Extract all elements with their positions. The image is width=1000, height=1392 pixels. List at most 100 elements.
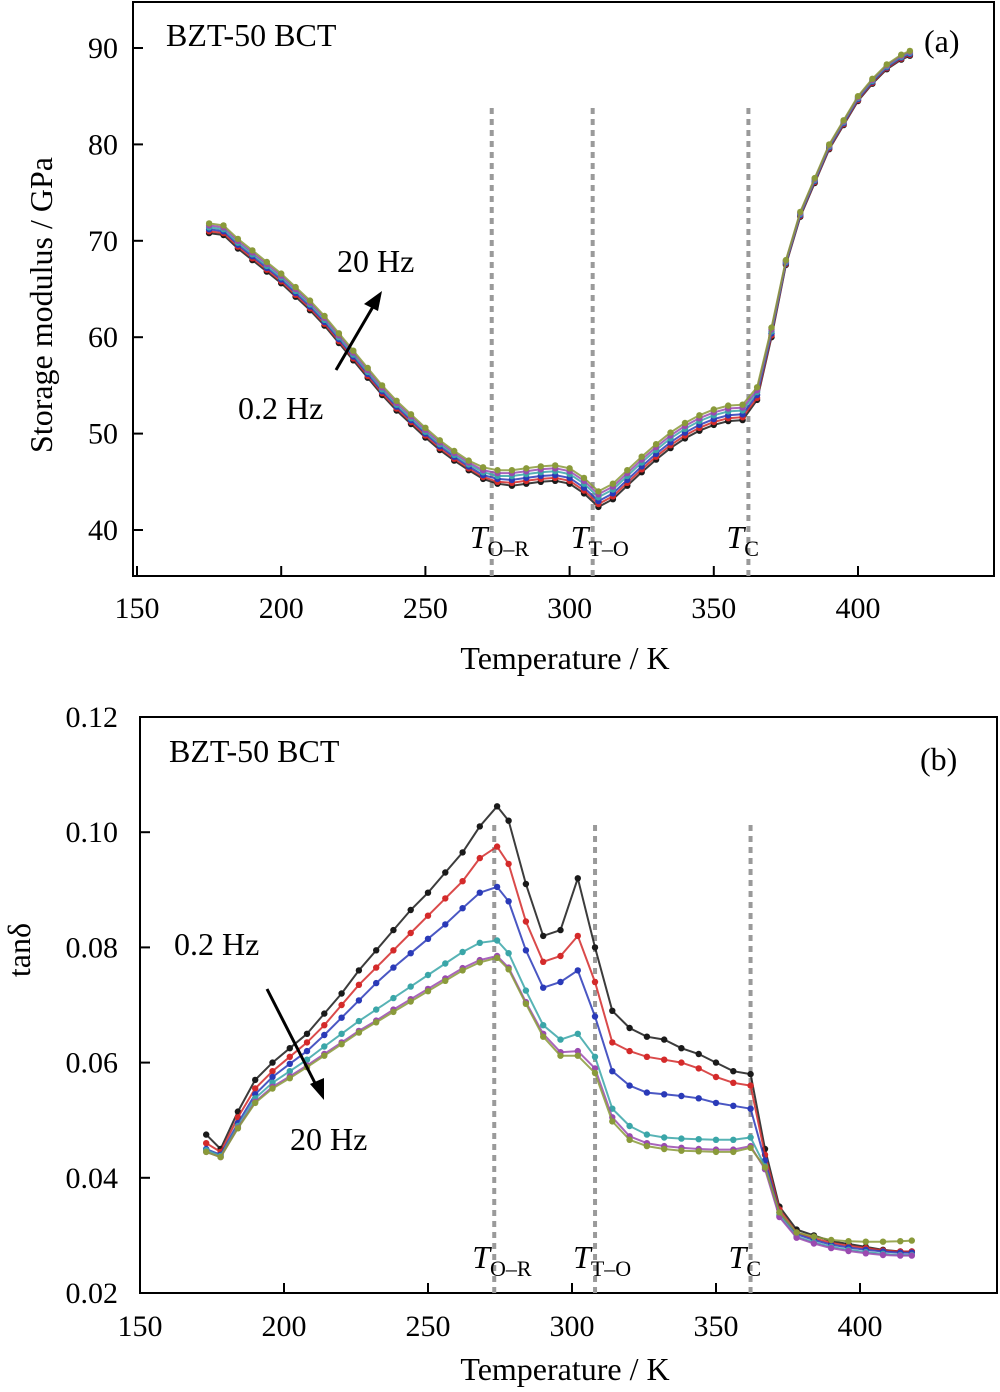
data-point (424, 988, 432, 995)
data-point (321, 1043, 328, 1050)
data-point (442, 895, 449, 902)
data-point (747, 1134, 754, 1141)
data-point (609, 1118, 616, 1125)
transition-label-1: TT–O (571, 519, 629, 561)
data-point (407, 983, 414, 990)
data-point (286, 1068, 293, 1075)
data-point (407, 411, 415, 418)
panel-b-tag: (b) (920, 741, 957, 777)
data-point (730, 1079, 737, 1087)
data-point (407, 950, 414, 957)
data-point (493, 843, 501, 850)
data-point (540, 1033, 547, 1040)
data-point (725, 402, 732, 409)
y-tick-label: 90 (88, 32, 118, 65)
data-point (845, 1238, 852, 1245)
data-point (364, 364, 371, 372)
panel-a-y-axis-title: Storage modulus / GPa (23, 157, 59, 453)
data-point (459, 967, 466, 974)
data-point (508, 467, 516, 474)
data-point (390, 926, 397, 934)
data-point (286, 1060, 293, 1068)
y-tick-label: 0.06 (66, 1047, 119, 1080)
data-point (574, 932, 581, 940)
data-point (234, 235, 242, 243)
data-point (442, 960, 449, 967)
panel-b-plot-frame (139, 716, 998, 1294)
data-point (459, 948, 466, 956)
data-point (493, 803, 501, 810)
x-tick-label: 150 (115, 592, 160, 625)
data-point (522, 880, 530, 888)
series-line-2 (208, 52, 911, 503)
data-point (591, 1053, 599, 1061)
data-point (678, 1045, 685, 1052)
data-point (252, 1085, 259, 1092)
panel-b-x-ticks: 150 200 250 300 350 400 (118, 1283, 883, 1343)
panel-b-transition-lines (492, 825, 753, 1293)
data-point (826, 141, 833, 148)
data-point (761, 1164, 769, 1171)
data-point (424, 935, 432, 942)
data-point (217, 1153, 224, 1161)
series-line-4 (208, 50, 911, 496)
data-point (793, 1234, 800, 1241)
panel-a-transition-lines (489, 108, 751, 576)
data-point (252, 1099, 259, 1107)
data-point (712, 1148, 720, 1156)
data-point (494, 467, 501, 474)
data-point (908, 1252, 915, 1259)
data-point (661, 1145, 668, 1153)
data-point (557, 978, 564, 986)
data-point (269, 1073, 276, 1081)
data-point (522, 987, 530, 994)
data-point (828, 1236, 835, 1244)
data-point (355, 967, 363, 974)
panel-a-transition-labels: TO–R TT–O TC (470, 519, 759, 561)
data-point (643, 1142, 651, 1150)
data-point (522, 1000, 530, 1007)
y-tick-label: 0.02 (66, 1277, 119, 1310)
data-point (269, 1059, 276, 1066)
data-point (505, 966, 512, 973)
data-point (678, 1092, 685, 1100)
data-point (505, 898, 512, 905)
data-point (442, 921, 449, 928)
data-point (574, 875, 581, 882)
series-line-1 (208, 53, 911, 506)
data-point (661, 1056, 668, 1063)
data-point (459, 905, 466, 912)
data-point (712, 1073, 720, 1081)
series-line-0 (205, 804, 912, 1253)
data-point (321, 1031, 328, 1039)
data-point (390, 947, 397, 954)
panel-a-tag: (a) (924, 23, 960, 59)
series-line-2 (205, 885, 912, 1254)
data-point (355, 1029, 363, 1036)
x-tick-label: 250 (406, 1310, 451, 1343)
panel-a-y-ticks: 40 50 60 70 80 90 (88, 32, 143, 547)
data-point (479, 464, 487, 471)
data-point (286, 1045, 293, 1052)
transition-label-2: TC (729, 1239, 761, 1281)
panel-b-x-axis-title: Temperature / K (460, 1351, 669, 1387)
data-point (505, 860, 512, 868)
data-point (476, 959, 483, 966)
data-point (390, 964, 397, 971)
data-point (476, 854, 483, 862)
data-point (574, 1047, 581, 1055)
data-point (695, 1095, 702, 1102)
x-tick-label: 400 (838, 1310, 883, 1343)
data-point (661, 1036, 668, 1043)
panel-a-frequency-arrow (334, 291, 382, 371)
transition-label-0: TO–R (470, 519, 530, 561)
data-point (712, 1099, 720, 1107)
panel-b-transition-labels: TO–R TT–O TC (472, 1239, 761, 1281)
panel-a-x-axis-title: Temperature / K (460, 640, 669, 676)
x-tick-label: 200 (262, 1310, 307, 1343)
data-point (540, 932, 547, 940)
data-point (730, 1136, 737, 1144)
data-point (908, 1237, 915, 1244)
data-point (269, 1068, 276, 1075)
data-point (609, 480, 617, 487)
